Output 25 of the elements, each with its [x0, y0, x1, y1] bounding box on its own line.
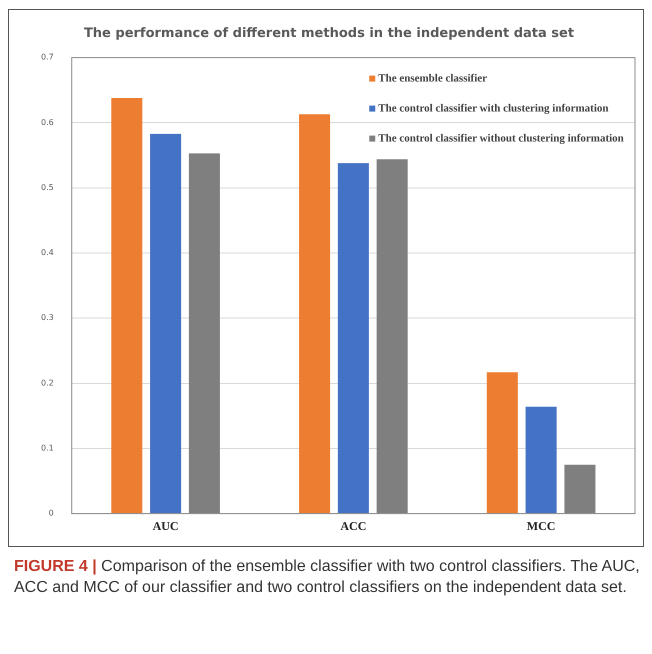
bar: [564, 464, 596, 514]
bar: [526, 406, 557, 514]
bar: [150, 134, 182, 514]
bar: [299, 114, 330, 514]
legend-label: The control classifier without clustering information: [378, 132, 624, 144]
y-tick-label: 0.3: [40, 313, 54, 322]
x-tick-label: MCC: [526, 518, 556, 533]
bar: [486, 372, 518, 514]
bar: [376, 159, 408, 514]
bar: [338, 163, 369, 514]
bar: [188, 153, 220, 514]
chart-title: The performance of different methods in the independent data set: [84, 26, 574, 42]
x-tick-label: ACC: [340, 518, 366, 533]
y-tick-label: 0.2: [40, 378, 54, 388]
x-tick-label: AUC: [152, 518, 179, 533]
legend-label: The ensemble classifier: [378, 72, 488, 84]
y-tick-label: 0.1: [40, 444, 54, 453]
y-tick-label: 0: [48, 508, 54, 518]
bar: [111, 98, 142, 514]
y-tick-label: 0.4: [40, 248, 54, 258]
y-tick-label: 0.6: [40, 118, 54, 127]
y-tick-label: 0.7: [40, 52, 54, 62]
caption: FIGURE 4 | Comparison of the ensemble classifier with two control classifiers. The AUC, ACC and MCC of our classifier and two control classifiers on the independent data set.: [14, 557, 640, 598]
y-tick-label: 0.5: [40, 182, 54, 192]
legend-label: The control classifier with clustering information: [378, 102, 609, 114]
